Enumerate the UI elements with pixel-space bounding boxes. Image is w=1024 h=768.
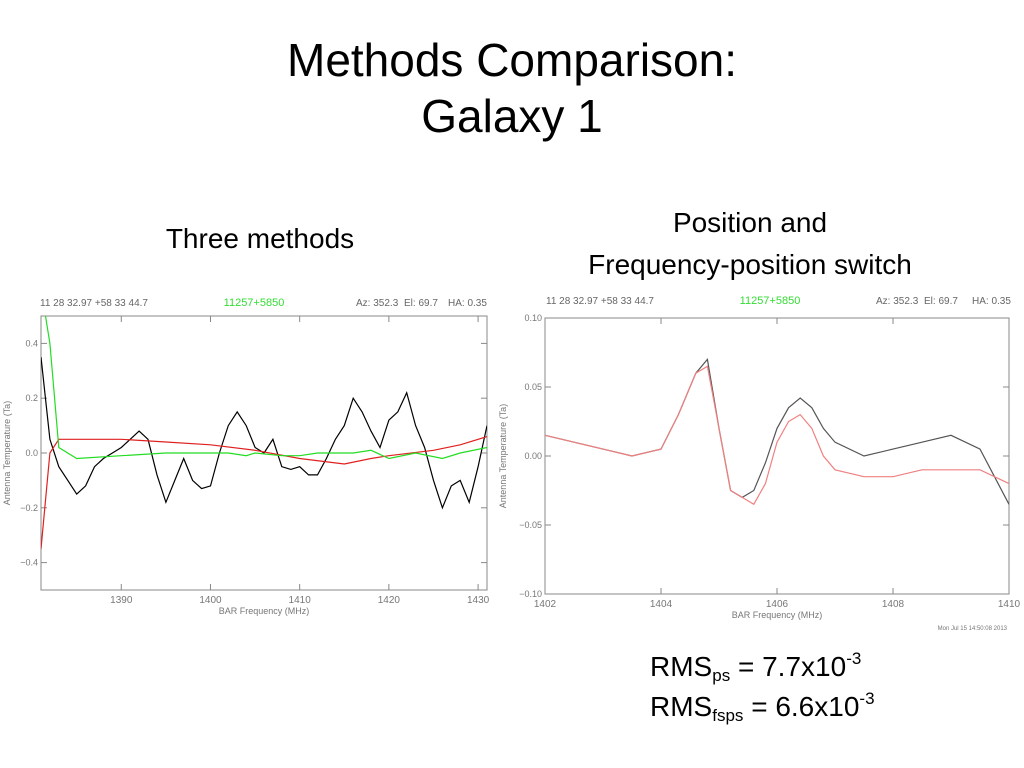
- y-tick-label: 0.2: [25, 393, 38, 403]
- rms-ps-label: RMS: [650, 651, 713, 682]
- header-ha: HA: 0.35: [972, 296, 1011, 307]
- rms-fsps-value: = 6.6x10: [743, 691, 860, 722]
- position-switch-plot-svg: 11 28 32.97 +58 33 44.7 11257+5850 Az: 352…: [498, 295, 1021, 632]
- series-line-1: [41, 436, 487, 549]
- y-tick-label: −0.2: [20, 503, 38, 513]
- header-az: Az: 352.3: [876, 296, 919, 307]
- header-el: El: 69.7: [404, 298, 438, 309]
- series-line-0: [545, 358, 1009, 505]
- rms-ps-value: = 7.7x10: [730, 651, 847, 682]
- y-tick-label: −0.4: [20, 558, 38, 568]
- rms-fsps-label: RMS: [650, 691, 713, 722]
- header-source: 11257+5850: [224, 297, 285, 309]
- y-tick-label: −0.10: [519, 589, 542, 599]
- timestamp: Mon Jul 15 14:50:08 2013: [938, 626, 1008, 632]
- x-tick-label: 1406: [766, 599, 789, 610]
- y-tick-label: 0.00: [524, 451, 542, 461]
- header-coords: 11 28 32.97 +58 33 44.7: [546, 296, 654, 307]
- y-tick-label: −0.05: [519, 520, 542, 530]
- x-tick-label: 1410: [998, 599, 1021, 610]
- rms-ps-line: RMSps = 7.7x10-3: [650, 640, 861, 695]
- right-caption: Position and Frequency-position switch: [520, 202, 980, 286]
- x-tick-label: 1408: [882, 599, 905, 610]
- y-tick-label: 0.10: [524, 313, 542, 323]
- left-caption-text: Three methods: [165, 223, 355, 254]
- header-ha: HA: 0.35: [448, 298, 487, 309]
- y-axis-label: Antenna Temperature (Ta): [2, 401, 12, 505]
- series-line-0: [41, 357, 487, 510]
- x-tick-label: 1420: [378, 595, 401, 606]
- rms-ps-sub: ps: [712, 666, 731, 685]
- x-tick-label: 1400: [199, 595, 222, 606]
- rms-fsps-sub: fsps: [712, 706, 744, 725]
- position-switch-plot: 11 28 32.97 +58 33 44.7 11257+5850 Az: 352…: [494, 292, 1024, 632]
- y-axis-label: Antenna Temperature (Ta): [498, 404, 508, 508]
- right-caption-line-2: Frequency-position switch: [588, 249, 912, 280]
- x-tick-label: 1402: [534, 599, 557, 610]
- title-line-2: Galaxy 1: [421, 90, 603, 142]
- x-tick-label: 1430: [467, 595, 490, 606]
- slide-title: Methods Comparison: Galaxy 1: [0, 32, 1024, 144]
- header-coords: 11 28 32.97 +58 33 44.7: [40, 298, 148, 309]
- rms-fsps-line: RMSfsps = 6.6x10-3: [650, 680, 875, 735]
- title-line-1: Methods Comparison:: [287, 34, 737, 86]
- rms-ps-exp: -3: [846, 649, 862, 668]
- rms-fsps-exp: -3: [859, 689, 875, 708]
- y-tick-label: 0.0: [25, 448, 38, 458]
- right-caption-line-1: Position and: [672, 207, 828, 238]
- left-caption: Three methods: [60, 218, 460, 260]
- three-methods-plot: 11 28 32.97 +58 33 44.7 11257+5850 Az: 352…: [0, 292, 492, 622]
- x-tick-label: 1390: [110, 595, 133, 606]
- x-tick-label: 1404: [650, 599, 673, 610]
- header-el: El: 69.7: [924, 296, 958, 307]
- header-source: 11257+5850: [740, 295, 801, 307]
- y-tick-label: 0.4: [25, 338, 38, 348]
- x-axis-label: BAR Frequency (MHz): [219, 606, 310, 616]
- x-axis-label: BAR Frequency (MHz): [732, 610, 823, 620]
- series-line-1: [545, 365, 1009, 506]
- header-az: Az: 352.3: [356, 298, 399, 309]
- three-methods-plot-svg: 11 28 32.97 +58 33 44.7 11257+5850 Az: 352…: [2, 297, 490, 616]
- y-tick-label: 0.05: [524, 382, 542, 392]
- series-line-2: [44, 316, 487, 460]
- plot-frame: [544, 317, 1010, 595]
- x-tick-label: 1410: [289, 595, 312, 606]
